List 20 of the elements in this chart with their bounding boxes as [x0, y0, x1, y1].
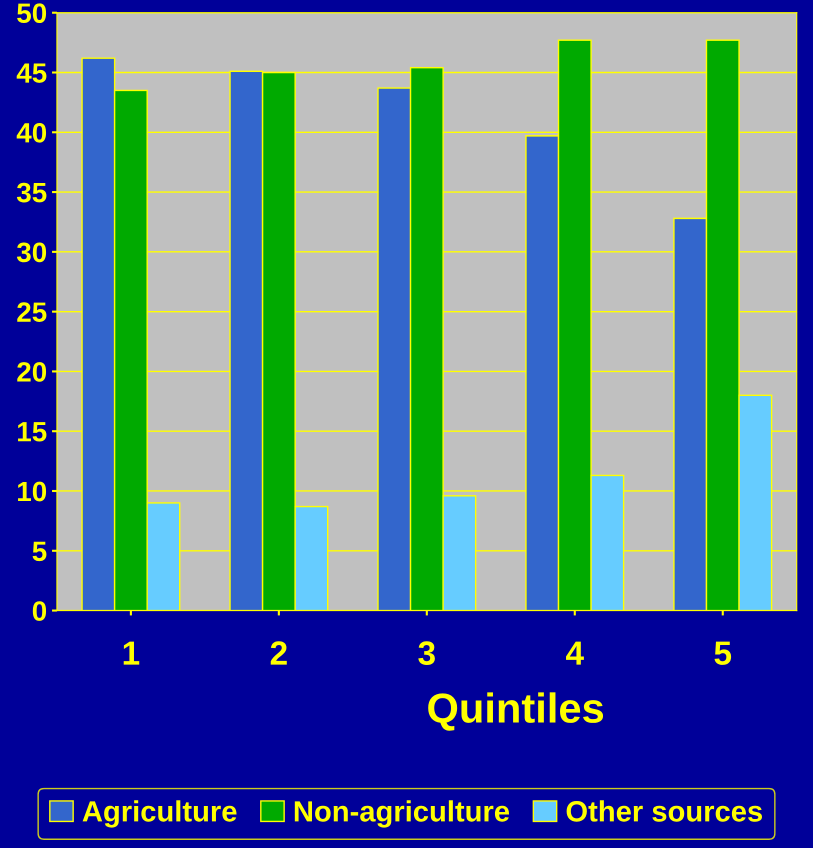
- y-tick-label: 45: [16, 63, 46, 83]
- x-axis-title: Quintiles: [428, 692, 604, 731]
- y-tick-label: 20: [17, 362, 46, 382]
- x-tick-label: 5: [714, 642, 732, 665]
- x-tick-label: 2: [270, 641, 287, 665]
- y-tick-label: 30: [16, 242, 46, 262]
- legend-label: Non-agriculture: [294, 800, 510, 828]
- x-tick-label: 3: [418, 641, 435, 665]
- legend-label: Agriculture: [82, 800, 236, 828]
- y-tick-label: 15: [18, 422, 46, 442]
- y-tick-label: 10: [18, 482, 46, 502]
- x-tick-label: 1: [124, 642, 140, 665]
- y-tick-label: 35: [16, 182, 46, 202]
- y-tick-label: 40: [16, 122, 46, 143]
- y-tick-label: 5: [32, 542, 46, 562]
- y-tick-label: 0: [32, 601, 46, 621]
- y-tick-label: 50: [17, 3, 46, 24]
- x-tick-label: 4: [566, 642, 584, 665]
- y-tick-label: 25: [17, 302, 46, 322]
- legend-label: Other sources: [566, 800, 762, 822]
